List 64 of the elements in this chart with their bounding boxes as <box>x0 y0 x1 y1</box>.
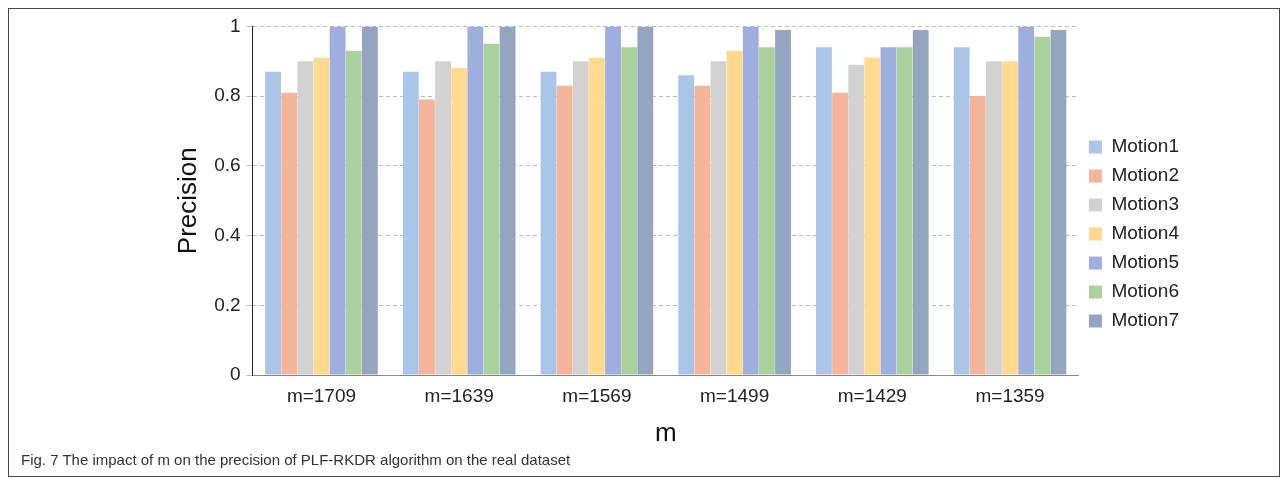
bar <box>710 61 727 375</box>
bar <box>758 47 775 375</box>
bar <box>621 47 638 375</box>
bar <box>637 26 654 375</box>
bar <box>953 47 970 375</box>
y-tick-label: 0.6 <box>214 154 241 176</box>
y-axis-title: Precision <box>171 147 202 255</box>
x-tick-label: m=1569 <box>562 384 632 406</box>
bar <box>572 61 589 375</box>
legend-label: Motion1 <box>1111 135 1180 157</box>
legend-label: Motion6 <box>1111 280 1180 302</box>
bar <box>467 26 484 375</box>
bar <box>678 75 695 375</box>
bar <box>297 61 314 375</box>
bar <box>832 92 848 375</box>
bar <box>896 47 913 375</box>
bar <box>483 43 500 375</box>
x-tick-label: m=1639 <box>424 384 494 406</box>
bar <box>726 50 743 375</box>
bar <box>589 57 605 375</box>
x-axis-title: m <box>654 416 677 447</box>
y-tick-label: 0.8 <box>214 84 241 106</box>
legend-label: Motion4 <box>1111 222 1180 244</box>
bar <box>1034 36 1051 375</box>
bar <box>1002 61 1018 375</box>
bar <box>1050 29 1067 375</box>
bar <box>605 26 621 375</box>
bar <box>556 85 573 375</box>
bar <box>969 96 986 375</box>
x-tick-label: m=1429 <box>837 384 907 406</box>
y-tick-label: 1 <box>230 14 241 36</box>
x-tick-label: m=1709 <box>286 384 357 406</box>
legend-label: Motion3 <box>1111 193 1180 215</box>
bar <box>986 61 1002 375</box>
bar <box>864 57 881 375</box>
y-tick-label: 0.4 <box>214 223 242 245</box>
y-tick-label: 0.2 <box>214 293 241 315</box>
bar <box>435 61 451 375</box>
bar <box>694 85 711 375</box>
legend-label: Motion2 <box>1111 164 1180 186</box>
bar <box>313 57 330 375</box>
y-tick-label: 0 <box>230 363 241 385</box>
bar <box>345 50 362 375</box>
bar <box>742 26 759 375</box>
bar <box>281 92 298 375</box>
bar <box>329 26 346 375</box>
bar <box>880 47 897 375</box>
bar <box>419 99 435 375</box>
x-tick-label: m=1359 <box>975 384 1045 406</box>
legend-label: Motion7 <box>1111 309 1180 331</box>
bar <box>499 26 516 375</box>
bar <box>775 29 791 375</box>
bar <box>848 64 865 375</box>
bar <box>912 29 929 375</box>
caption: Fig. 7 The impact of m on the precision of PLF-RKDR algorithm on the real dataset <box>20 450 572 470</box>
bar <box>540 71 557 375</box>
bar <box>816 47 832 375</box>
bar <box>451 68 468 375</box>
bar <box>361 26 378 375</box>
x-tick-label: m=1499 <box>700 384 770 406</box>
bar <box>402 71 419 375</box>
bar <box>1018 26 1035 375</box>
legend-label: Motion5 <box>1111 251 1180 273</box>
bar <box>265 71 281 375</box>
